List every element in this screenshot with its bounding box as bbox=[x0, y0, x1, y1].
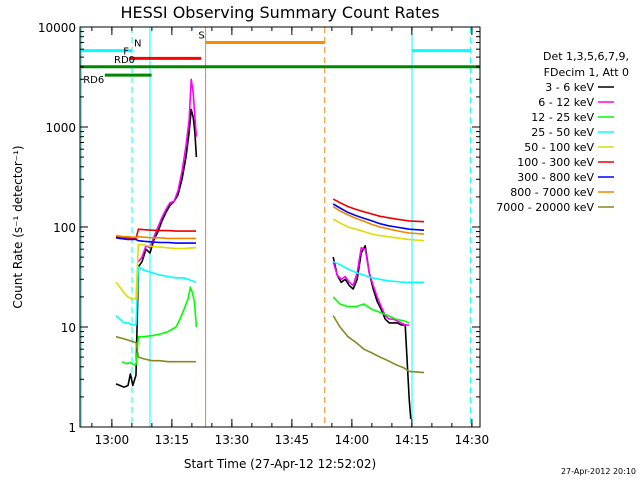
series-line bbox=[332, 315, 425, 374]
series-line bbox=[332, 244, 412, 420]
series-line bbox=[115, 228, 196, 240]
y-axis-ticks: 1 10 100 1000 10000 bbox=[38, 21, 480, 435]
flag-label-s: S bbox=[198, 30, 204, 41]
legend-entry-label: 6 - 12 keV bbox=[538, 96, 594, 109]
series-line bbox=[332, 205, 425, 235]
series-line bbox=[332, 198, 425, 223]
legend-entry-label: 3 - 6 keV bbox=[545, 81, 594, 94]
series-line bbox=[332, 247, 410, 326]
x-tick-label: 13:45 bbox=[275, 433, 310, 447]
y-tick-label: 10 bbox=[61, 321, 76, 335]
legend: Det 1,3,5,6,7,9, FDecim 1, Att 0 3 - 6 k… bbox=[496, 50, 629, 214]
data-series bbox=[115, 78, 425, 420]
footer-timestamp: 27-Apr-2012 20:10 bbox=[561, 467, 636, 476]
series-line bbox=[115, 234, 196, 240]
series-line bbox=[115, 265, 197, 326]
legend-entry-label: 100 - 300 keV bbox=[517, 156, 594, 169]
x-tick-label: 13:15 bbox=[155, 433, 190, 447]
flag-label-rd0: RD0 bbox=[114, 55, 135, 66]
flag-label-n: N bbox=[134, 39, 141, 50]
series-line bbox=[115, 243, 196, 300]
legend-entry-label: 50 - 100 keV bbox=[524, 141, 594, 154]
y-axis-label: Count Rate (s⁻¹ detector⁻¹) bbox=[11, 145, 25, 308]
x-tick-label: 14:30 bbox=[455, 433, 490, 447]
chart-title: HESSI Observing Summary Count Rates bbox=[120, 3, 439, 22]
legend-entry-label: 25 - 50 keV bbox=[531, 126, 594, 139]
legend-entry-label: 800 - 7000 keV bbox=[510, 186, 594, 199]
series-line bbox=[332, 296, 410, 324]
y-tick-label: 10000 bbox=[38, 21, 76, 35]
series-line bbox=[332, 203, 425, 231]
x-tick-label: 14:00 bbox=[335, 433, 370, 447]
legend-entry-label: 300 - 800 keV bbox=[517, 171, 594, 184]
flag-label-f: F bbox=[123, 46, 129, 57]
series-line bbox=[137, 78, 198, 263]
series-line bbox=[332, 260, 424, 284]
legend-entry-label: 12 - 25 keV bbox=[531, 111, 594, 124]
x-tick-label: 14:15 bbox=[395, 433, 430, 447]
plot-area: NF S RD0 RD6 bbox=[80, 27, 480, 427]
x-tick-label: 13:00 bbox=[95, 433, 130, 447]
legend-header-line-1: Det 1,3,5,6,7,9, bbox=[543, 50, 629, 63]
x-axis-ticks: 13:00 13:15 13:30 13:45 14:00 14:15 14:30 bbox=[91, 27, 490, 447]
series-line bbox=[115, 108, 198, 389]
series-line bbox=[115, 335, 196, 363]
legend-entry-label: 7000 - 20000 keV bbox=[496, 201, 594, 214]
flag-bars: NF S RD0 RD6 bbox=[80, 30, 480, 86]
legend-header-line-2: FDecim 1, Att 0 bbox=[544, 66, 629, 79]
series-line bbox=[332, 218, 425, 242]
y-tick-label: 1000 bbox=[45, 121, 76, 135]
flag-label-rd6: RD6 bbox=[83, 75, 104, 86]
series-line bbox=[115, 237, 196, 244]
y-tick-label: 1 bbox=[68, 421, 76, 435]
y-tick-label: 100 bbox=[53, 221, 76, 235]
x-axis-label: Start Time (27-Apr-12 12:52:02) bbox=[184, 457, 376, 471]
series-line bbox=[121, 286, 198, 366]
x-tick-label: 13:30 bbox=[215, 433, 250, 447]
